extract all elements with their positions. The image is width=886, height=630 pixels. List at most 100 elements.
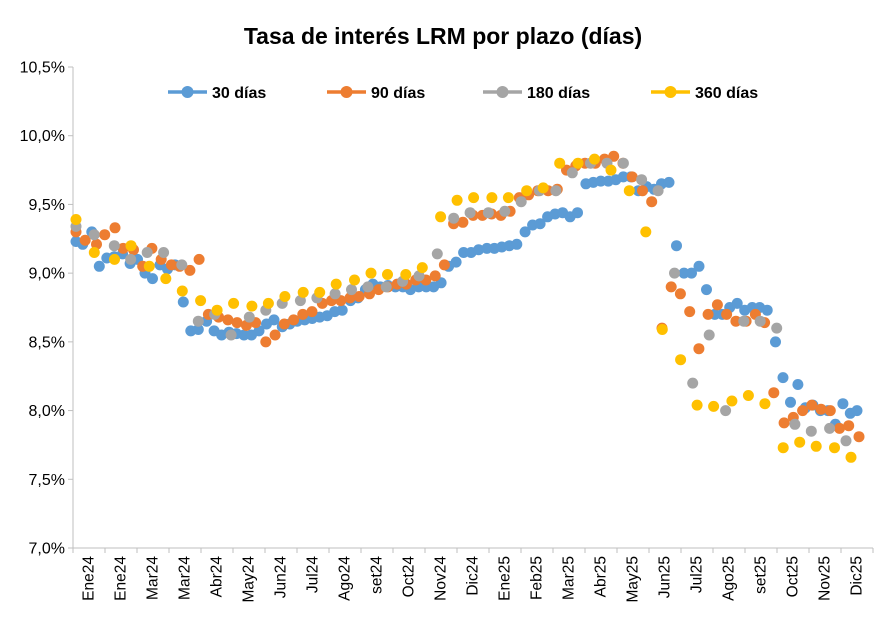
x-tick-label: May24 — [241, 556, 258, 603]
data-point — [674, 288, 686, 300]
data-point — [797, 405, 809, 417]
data-point — [652, 185, 664, 197]
data-point — [701, 284, 712, 296]
data-point — [843, 420, 855, 432]
data-point — [297, 286, 309, 298]
x-tick-label: Feb25 — [529, 556, 546, 600]
data-point — [702, 308, 714, 320]
data-point — [88, 229, 100, 241]
y-tick-label: 8,0% — [29, 403, 65, 420]
data-point — [473, 244, 485, 256]
data-point — [176, 285, 188, 297]
data-point — [636, 174, 648, 186]
chart-title: Tasa de interés LRM por plazo (días) — [244, 23, 642, 49]
data-point — [785, 396, 796, 408]
data-point — [70, 214, 82, 225]
data-point — [656, 324, 668, 335]
data-point — [416, 262, 428, 274]
x-tick-label: Ago25 — [721, 556, 738, 601]
data-point — [534, 218, 546, 230]
data-point — [193, 253, 205, 265]
data-point — [566, 167, 578, 179]
data-point — [438, 259, 450, 271]
data-point — [640, 226, 652, 238]
x-tick-label: Oct24 — [401, 556, 418, 598]
x-tick-label: Mar25 — [561, 556, 578, 600]
data-point — [851, 405, 863, 417]
data-point — [572, 207, 583, 219]
data-point — [314, 286, 326, 298]
data-point — [246, 300, 258, 312]
data-point — [646, 196, 658, 208]
y-tick-label: 10,0% — [20, 128, 65, 145]
data-point — [482, 207, 494, 219]
data-point — [278, 318, 290, 330]
data-point — [429, 270, 441, 282]
data-point — [413, 270, 425, 282]
data-point — [143, 260, 155, 272]
data-point — [792, 379, 804, 390]
x-tick-label: Nov25 — [817, 556, 834, 601]
y-tick-label: 10,5% — [20, 60, 65, 77]
data-point — [486, 192, 498, 204]
x-tick-label: set25 — [753, 556, 770, 594]
data-point — [617, 157, 629, 169]
data-point — [165, 259, 177, 271]
data-point — [269, 329, 281, 341]
data-point — [703, 329, 715, 341]
data-point — [268, 314, 280, 326]
data-point — [141, 247, 153, 258]
data-point — [108, 240, 120, 252]
y-tick-label: 7,0% — [29, 541, 65, 558]
data-point — [693, 343, 705, 355]
x-tick-label: Abr25 — [593, 556, 610, 597]
x-tick-label: Ago24 — [337, 556, 354, 601]
x-tick-label: Mar24 — [177, 556, 194, 600]
data-point — [365, 267, 377, 279]
data-point — [824, 405, 836, 417]
data-point — [550, 185, 562, 197]
x-tick-label: Nov24 — [433, 556, 450, 601]
legend-swatch-marker — [664, 86, 677, 98]
data-point — [336, 304, 348, 316]
y-tick-label: 9,5% — [29, 197, 65, 214]
data-point — [777, 372, 789, 384]
data-point — [147, 273, 158, 285]
x-tick-label: Dic25 — [849, 556, 866, 596]
data-point — [192, 315, 204, 327]
x-tick-label: Oct25 — [785, 556, 802, 597]
data-point — [88, 247, 100, 258]
data-point — [684, 306, 696, 318]
data-point — [435, 211, 447, 223]
data-point — [778, 417, 790, 429]
data-point — [805, 425, 817, 437]
x-axis: Ene24 Ene24 Mar24 Mar24 Abr24 May24 Jun24 Jul24… — [72, 547, 874, 603]
data-point — [771, 322, 783, 334]
data-point — [742, 390, 754, 401]
data-point — [693, 260, 705, 272]
data-point — [382, 269, 393, 280]
data-point — [711, 299, 723, 311]
data-point — [675, 354, 687, 366]
legend-swatch-marker — [496, 86, 509, 98]
data-point — [184, 264, 196, 276]
data-point — [211, 304, 223, 316]
data-point — [195, 295, 207, 307]
data-point — [824, 422, 836, 434]
data-point — [663, 176, 675, 188]
data-point — [720, 405, 732, 417]
x-tick-label: Ene24 — [113, 556, 130, 601]
data-point — [777, 442, 789, 454]
y-tick-label: 8,5% — [29, 334, 65, 351]
data-point — [626, 171, 638, 183]
x-tick-label: Jul24 — [305, 556, 322, 593]
data-point — [721, 308, 733, 320]
data-point — [511, 238, 523, 250]
x-tick-label: Jun24 — [273, 556, 290, 599]
data-point — [228, 297, 240, 309]
legend-item: 180 días — [483, 85, 590, 102]
data-point — [329, 288, 341, 300]
data-point — [537, 182, 549, 194]
data-point — [177, 296, 189, 308]
